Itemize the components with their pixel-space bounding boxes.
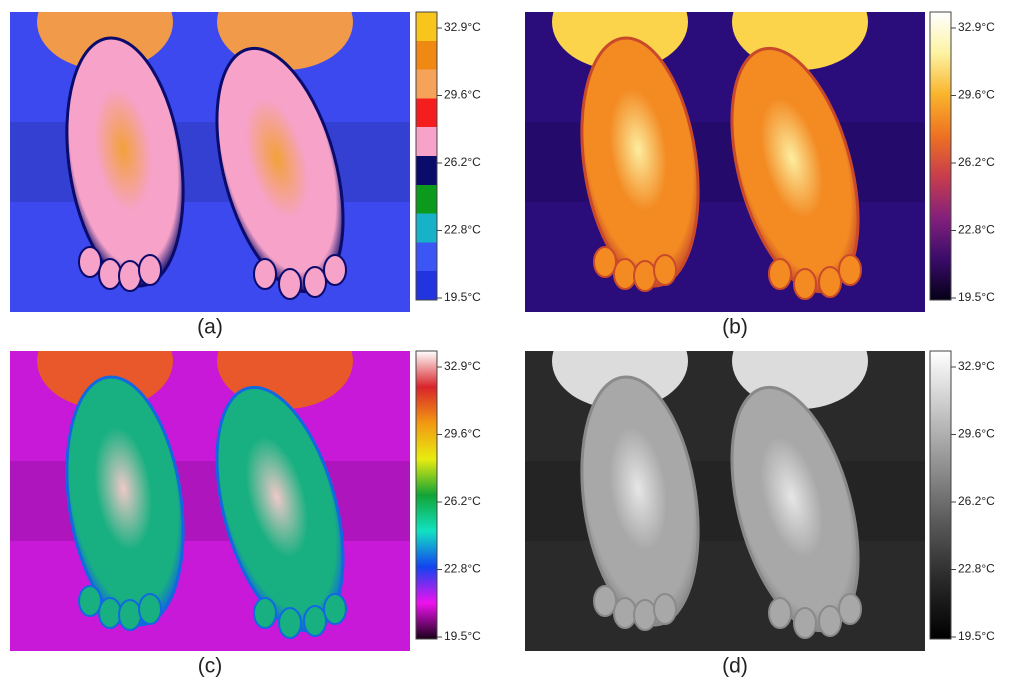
colorbar-tick-label: 22.8°C	[958, 562, 995, 576]
colorbar-tick-label: 26.2°C	[958, 155, 995, 169]
colorbar-tick-label: 26.2°C	[444, 155, 481, 169]
toe	[819, 267, 841, 297]
toe	[839, 255, 861, 285]
toe	[304, 267, 326, 297]
thermal-image	[525, 0, 925, 312]
colorbar	[930, 351, 951, 639]
toe	[139, 594, 161, 624]
toe	[614, 598, 636, 628]
colorbar-tick-label: 32.9°C	[444, 359, 481, 373]
colorbar-tick-label: 29.6°C	[958, 88, 995, 102]
thermal-image	[525, 313, 925, 651]
toe	[594, 247, 616, 277]
toe	[794, 608, 816, 638]
toe	[279, 608, 301, 638]
toe	[79, 586, 101, 616]
panel: 32.9°C 29.6°C 26.2°C 22.8°C 19.5°C (d)	[525, 313, 995, 678]
figure: 32.9°C 29.6°C 26.2°C 22.8°C 19.5°C (a) 32.9°C 2…	[0, 0, 1012, 682]
toe	[119, 600, 141, 630]
toe	[634, 600, 656, 630]
colorbar-tick-label: 26.2°C	[444, 494, 481, 508]
colorbar-tick-label: 19.5°C	[444, 290, 481, 304]
toe	[769, 259, 791, 289]
colorbar-tick-label: 29.6°C	[444, 88, 481, 102]
colorbar-tick-label: 19.5°C	[958, 290, 995, 304]
toe	[654, 255, 676, 285]
toe	[79, 247, 101, 277]
panel-caption: (c)	[198, 655, 223, 678]
panel: 32.9°C 29.6°C 26.2°C 22.8°C 19.5°C (b)	[525, 0, 995, 339]
colorbar-tick-label: 32.9°C	[958, 20, 995, 34]
toe	[654, 594, 676, 624]
colorbar-tick-label: 29.6°C	[444, 427, 481, 441]
toe	[324, 255, 346, 285]
colorbar-tick-label: 29.6°C	[958, 427, 995, 441]
panel-caption: (b)	[722, 316, 748, 339]
colorbar-tick-label: 22.8°C	[958, 223, 995, 237]
toe	[254, 259, 276, 289]
panel-caption: (d)	[722, 655, 748, 678]
thermal-image	[10, 313, 410, 651]
toe	[324, 594, 346, 624]
toe	[819, 606, 841, 636]
panel: 32.9°C 29.6°C 26.2°C 22.8°C 19.5°C (c)	[10, 313, 481, 678]
colorbar-tick-label: 22.8°C	[444, 223, 481, 237]
colorbar	[930, 12, 951, 300]
colorbar-tick-label: 26.2°C	[958, 494, 995, 508]
toe	[794, 269, 816, 299]
toe	[304, 606, 326, 636]
toe	[634, 261, 656, 291]
colorbar-tick-label: 19.5°C	[444, 629, 481, 643]
toe	[769, 598, 791, 628]
toe	[614, 259, 636, 289]
toe	[139, 255, 161, 285]
toe	[254, 598, 276, 628]
toe	[99, 259, 121, 289]
toe	[839, 594, 861, 624]
toe	[99, 598, 121, 628]
colorbar	[416, 351, 437, 639]
colorbar	[416, 12, 437, 300]
toe	[279, 269, 301, 299]
panel-caption: (a)	[197, 316, 223, 339]
toe	[119, 261, 141, 291]
thermal-image	[10, 0, 410, 312]
colorbar-tick-label: 22.8°C	[444, 562, 481, 576]
colorbar-tick-label: 19.5°C	[958, 629, 995, 643]
colorbar-tick-label: 32.9°C	[958, 359, 995, 373]
panel: 32.9°C 29.6°C 26.2°C 22.8°C 19.5°C (a)	[10, 0, 481, 339]
toe	[594, 586, 616, 616]
colorbar-tick-label: 32.9°C	[444, 20, 481, 34]
